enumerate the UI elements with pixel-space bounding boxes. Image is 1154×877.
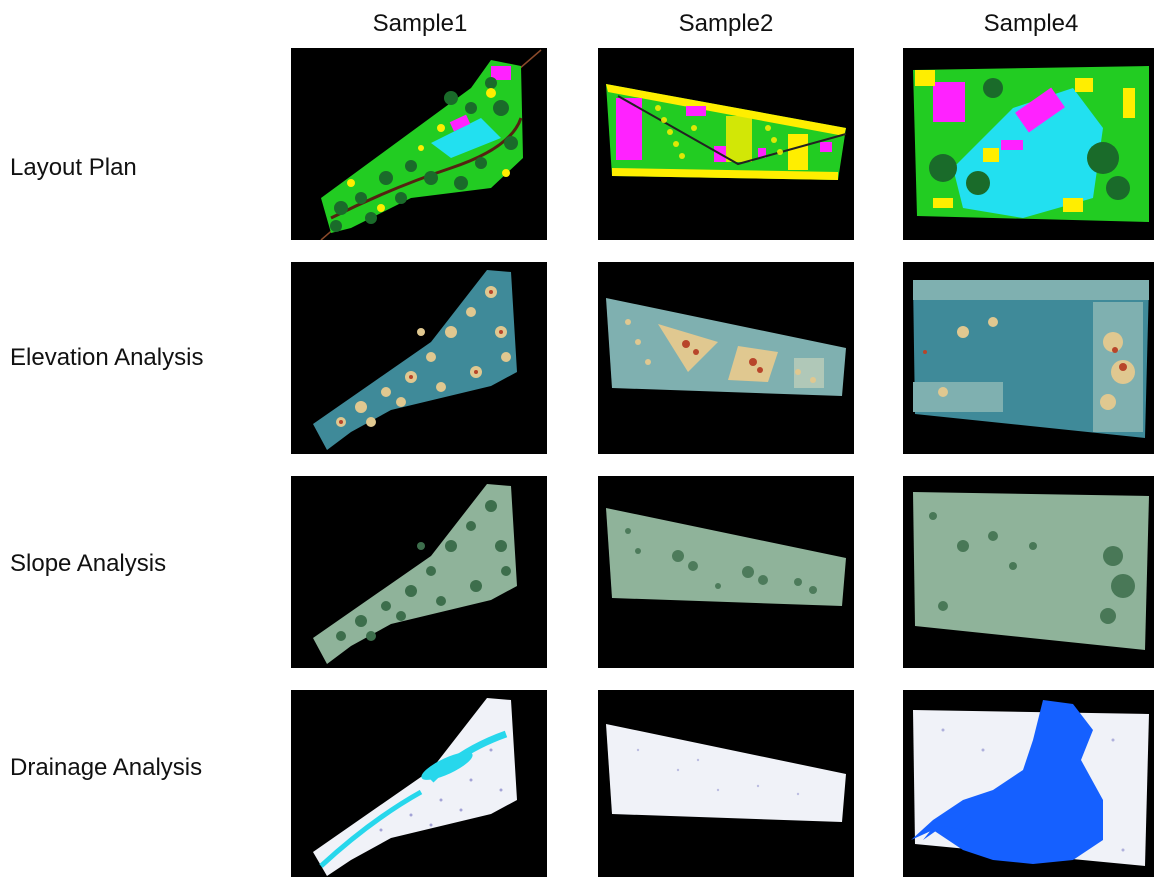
layout-plan-sample2-image	[598, 48, 854, 240]
slope-analysis-sample4-image	[903, 476, 1154, 668]
row-label-drainage-analysis: Drainage Analysis	[10, 754, 203, 781]
elevation-analysis-sample4-image	[903, 262, 1154, 454]
row-label-slope-analysis: Slope Analysis	[10, 550, 167, 577]
layout-plan-sample1-image	[291, 48, 547, 240]
drainage-analysis-sample4-image	[903, 690, 1154, 877]
elevation-analysis-sample1-image	[291, 262, 547, 454]
drainage-analysis-sample1-image	[291, 690, 547, 877]
slope-analysis-sample2-image	[598, 476, 854, 668]
row-label-layout-plan: Layout Plan	[10, 154, 137, 181]
column-header-sample2: Sample2	[678, 10, 774, 37]
drainage-analysis-sample2-image	[598, 690, 854, 877]
elevation-analysis-sample2-image	[598, 262, 854, 454]
column-header-sample1: Sample1	[372, 10, 468, 37]
layout-plan-sample4-image	[903, 48, 1154, 240]
column-header-sample4: Sample4	[983, 10, 1079, 37]
tree-clusters	[330, 77, 518, 232]
row-label-elevation-analysis: Elevation Analysis	[10, 344, 204, 371]
slope-analysis-sample1-image	[291, 476, 547, 668]
